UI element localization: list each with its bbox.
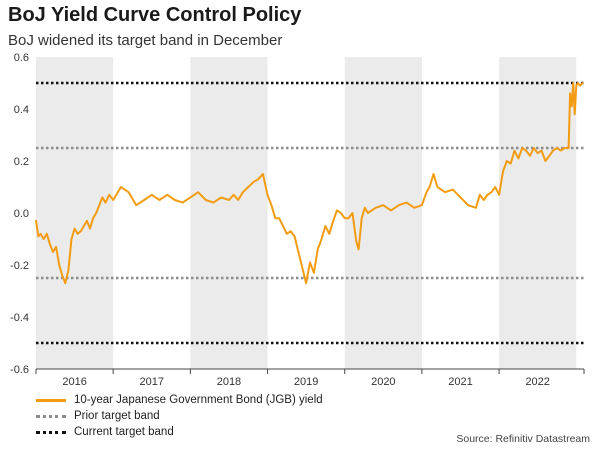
x-tick-label: 2019 bbox=[294, 376, 318, 388]
source-note: Source: Refinitiv Datastream bbox=[456, 433, 590, 445]
y-tick-label: 0.2 bbox=[14, 156, 29, 168]
legend-label-current-band: Current target band bbox=[74, 426, 174, 438]
x-tick-label: 2020 bbox=[371, 376, 395, 388]
y-tick-label: 0.4 bbox=[14, 104, 29, 116]
year-band-2016 bbox=[36, 57, 114, 369]
x-tick-label: 2016 bbox=[62, 376, 86, 388]
legend-item-prior-band: Prior target band bbox=[36, 408, 323, 424]
series-group bbox=[35, 82, 584, 285]
year-band-2022 bbox=[499, 57, 577, 369]
legend-swatch-prior-band bbox=[36, 414, 66, 418]
y-tick-label: -0.4 bbox=[10, 312, 29, 324]
legend-item-yield: 10-year Japanese Government Bond (JGB) y… bbox=[36, 392, 323, 408]
legend-label-yield: 10-year Japanese Government Bond (JGB) y… bbox=[74, 394, 323, 406]
target-band-lines bbox=[36, 81, 584, 345]
year-band-2018 bbox=[190, 57, 268, 369]
x-tick-label: 2021 bbox=[448, 376, 472, 388]
chart-subtitle: BoJ widened its target band in December bbox=[8, 32, 283, 49]
y-tick-label: 0.0 bbox=[14, 208, 29, 220]
year-band-2020 bbox=[344, 57, 422, 369]
legend-label-prior-band: Prior target band bbox=[74, 410, 160, 422]
year-shading-group bbox=[36, 57, 577, 369]
series-line-jgb-yield bbox=[35, 82, 584, 285]
x-tick-label: 2017 bbox=[140, 376, 164, 388]
legend-swatch-current-band bbox=[36, 430, 66, 434]
legend-item-current-band: Current target band bbox=[36, 424, 323, 440]
y-tick-label: -0.6 bbox=[10, 364, 29, 376]
chart-legend: 10-year Japanese Government Bond (JGB) y… bbox=[36, 392, 323, 440]
y-axis: -0.6 -0.4 -0.2 0.0 0.2 0.4 0.6 bbox=[10, 52, 29, 376]
x-tick-label: 2018 bbox=[217, 376, 241, 388]
y-tick-label: 0.6 bbox=[14, 52, 29, 64]
y-tick-label: -0.2 bbox=[10, 260, 29, 272]
chart-title: BoJ Yield Curve Control Policy bbox=[8, 4, 302, 26]
x-tick-label: 2022 bbox=[525, 376, 549, 388]
legend-swatch-yield bbox=[36, 398, 66, 402]
x-axis: 2016 2017 2018 2019 2020 2021 2022 bbox=[35, 368, 585, 388]
